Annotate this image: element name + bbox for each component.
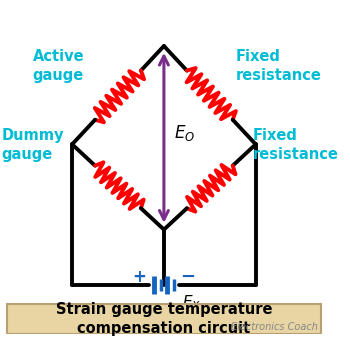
Text: Fixed
resistance: Fixed resistance: [236, 49, 322, 83]
Text: Electronics Coach: Electronics Coach: [231, 322, 318, 332]
Text: +: +: [132, 268, 146, 286]
Text: Active
gauge: Active gauge: [33, 49, 84, 83]
Text: $E_X$: $E_X$: [182, 293, 201, 312]
Text: −: −: [180, 268, 195, 286]
Text: Fixed
resistance: Fixed resistance: [252, 128, 338, 162]
FancyBboxPatch shape: [7, 304, 321, 334]
Text: Dummy
gauge: Dummy gauge: [2, 128, 64, 162]
Text: $E_O$: $E_O$: [174, 123, 196, 143]
Text: Strain gauge temperature
compensation circuit: Strain gauge temperature compensation ci…: [56, 302, 272, 336]
